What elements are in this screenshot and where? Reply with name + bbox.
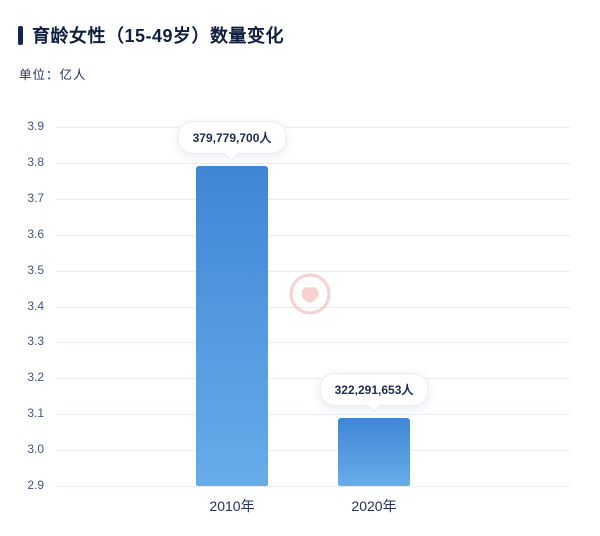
- y-axis-tick-label: 3.0: [27, 442, 44, 457]
- x-axis-label: 2020年: [351, 498, 397, 514]
- callout-pointer: [224, 146, 240, 162]
- gridline: [56, 306, 570, 308]
- y-axis-tick-label: 3.4: [27, 298, 44, 313]
- value-callout: 379,779,700人: [177, 121, 287, 162]
- y-axis-tick-label: 3.6: [27, 226, 44, 241]
- y-axis-tick-label: 3.7: [27, 190, 44, 205]
- gridline: [56, 378, 570, 380]
- bar-2020年: [338, 417, 410, 486]
- gridline: [56, 127, 570, 128]
- callout-pointer: [366, 398, 382, 413]
- gridline: [56, 414, 570, 416]
- bar-2010年: [196, 166, 268, 486]
- y-axis-tick-label: 3.5: [27, 262, 44, 277]
- value-callout: 322,291,653人: [319, 372, 429, 413]
- chart-title: 育龄女性（15-49岁）数量变化: [32, 26, 285, 46]
- chart-header: 育龄女性（15-49岁）数量变化: [18, 22, 284, 48]
- title-accent-bar: [18, 25, 23, 45]
- y-axis-tick-label: 3.3: [27, 334, 44, 349]
- gridline: [56, 234, 570, 236]
- gridline: [56, 342, 570, 344]
- gridline: [56, 450, 570, 452]
- y-axis-tick-label: 2.9: [27, 478, 44, 492]
- y-axis-tick-label: 3.8: [27, 154, 44, 169]
- y-axis-tick-label: 3.2: [27, 370, 44, 385]
- gridline: [56, 270, 570, 272]
- gridline: [56, 198, 570, 200]
- y-axis-tick-label: 3.1: [27, 406, 44, 421]
- gridline: [56, 486, 570, 487]
- unit-label: 单位：亿人: [19, 68, 87, 82]
- y-axis-tick-label: 3.9: [27, 119, 44, 133]
- gridline: [56, 162, 570, 164]
- x-axis-label: 2010年: [209, 498, 255, 514]
- watermark-logo: [289, 273, 331, 315]
